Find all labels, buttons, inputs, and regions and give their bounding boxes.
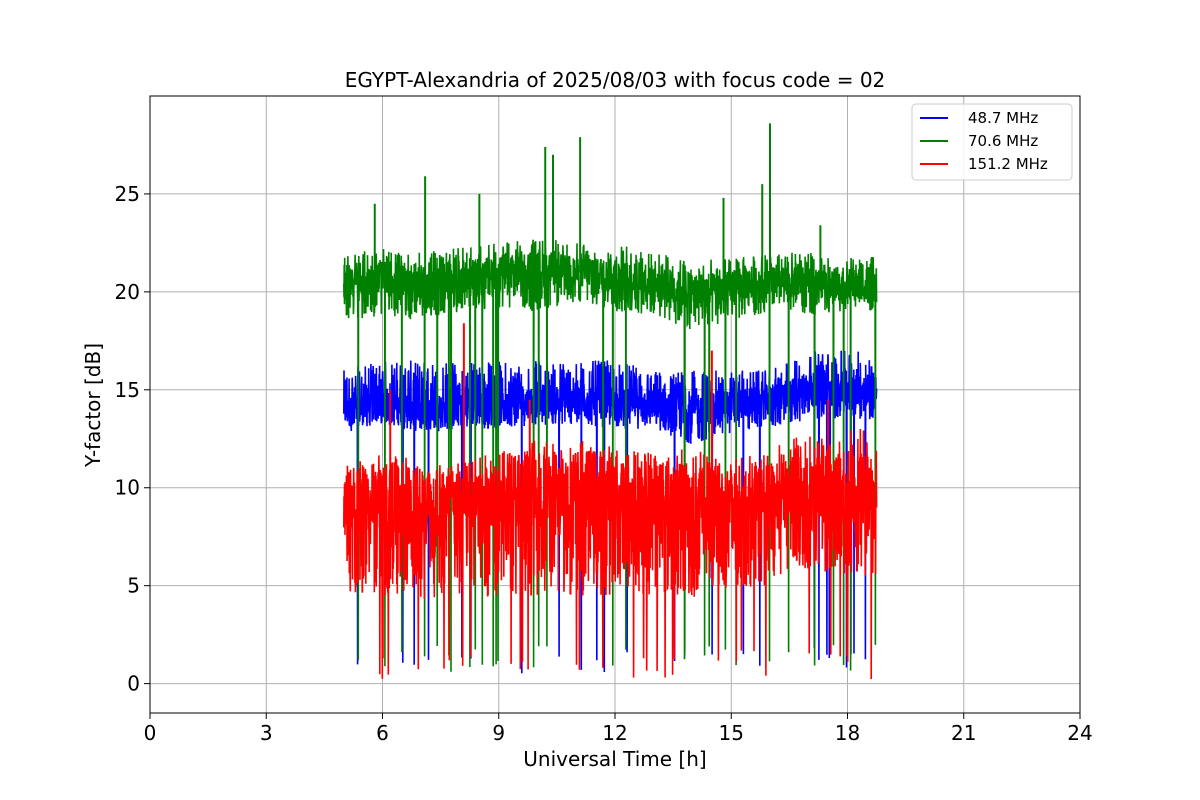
x-tick-label: 9 <box>492 721 505 745</box>
series-layer <box>343 123 878 680</box>
x-tick-label: 0 <box>144 721 157 745</box>
series-line <box>343 428 878 680</box>
legend-box <box>911 103 1073 181</box>
y-tick-label: 15 <box>115 378 140 402</box>
series-2 <box>343 323 878 680</box>
series-line <box>343 239 878 672</box>
legend: 48.7 MHz 70.6 MHz 151.2 MHz <box>911 103 1073 181</box>
series-1 <box>343 123 878 672</box>
x-tick-label: 24 <box>1067 721 1092 745</box>
legend-label: 151.2 MHz <box>968 155 1048 173</box>
x-axis-title: Universal Time [h] <box>523 747 706 771</box>
x-tick-label: 3 <box>260 721 273 745</box>
legend-label: 70.6 MHz <box>968 132 1038 150</box>
y-tick-label: 10 <box>115 476 140 500</box>
y-tick-label: 5 <box>127 574 140 598</box>
x-tick-label: 21 <box>951 721 976 745</box>
x-tick-label: 6 <box>376 721 389 745</box>
y-axis-title: Y-factor [dB] <box>81 343 105 468</box>
x-tick-label: 15 <box>719 721 744 745</box>
y-axis-ticks: 0 5 10 15 20 25 <box>115 182 150 696</box>
y-tick-label: 20 <box>115 280 140 304</box>
x-axis-ticks: 0 3 6 9 12 15 18 21 24 <box>144 713 1093 745</box>
x-tick-label: 12 <box>602 721 627 745</box>
chart-title: EGYPT-Alexandria of 2025/08/03 with focu… <box>345 68 886 92</box>
x-tick-label: 18 <box>835 721 860 745</box>
y-tick-label: 0 <box>127 672 140 696</box>
legend-label: 48.7 MHz <box>968 109 1038 127</box>
y-tick-label: 25 <box>115 182 140 206</box>
